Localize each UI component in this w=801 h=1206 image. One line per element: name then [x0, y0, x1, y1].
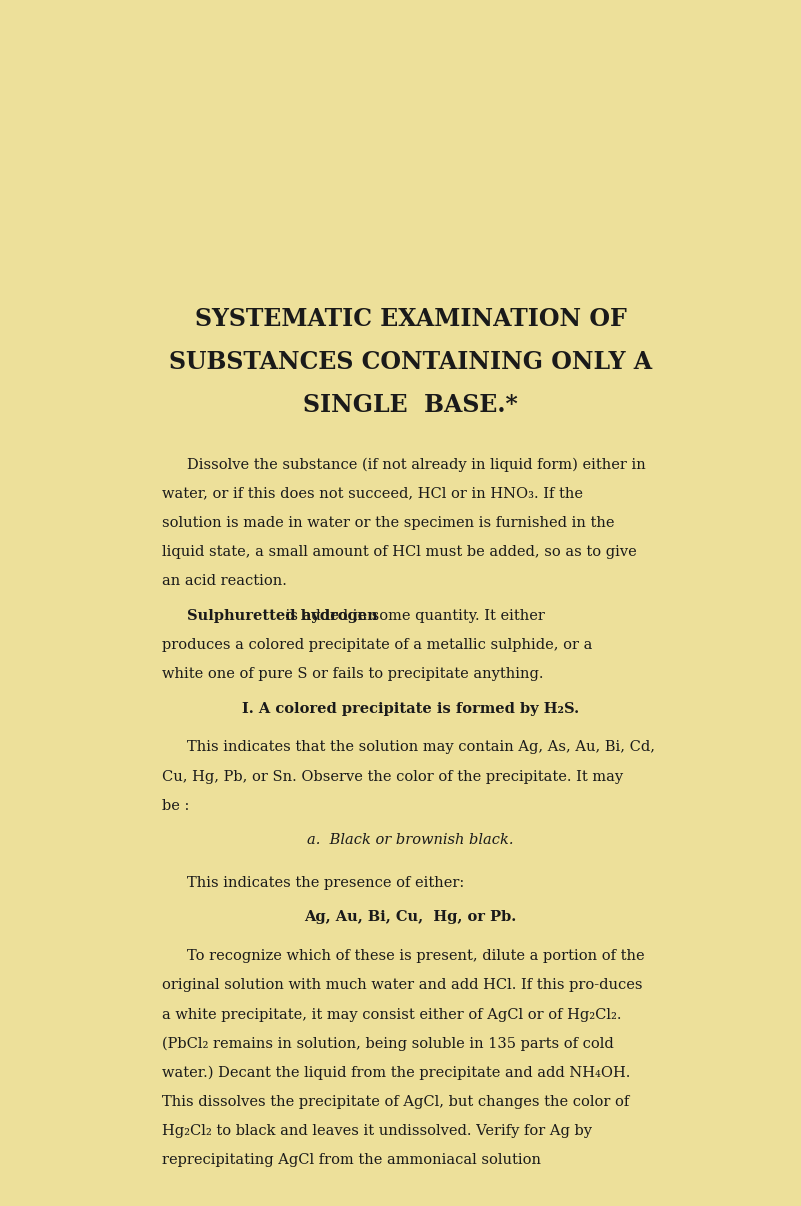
Text: Dissolve the substance (if not already in liquid form) either in: Dissolve the substance (if not already i…	[187, 457, 646, 472]
Text: SINGLE  BASE.*: SINGLE BASE.*	[303, 393, 518, 417]
Text: Cu, Hg, Pb, or Sn. Observe the color of the precipitate. It may: Cu, Hg, Pb, or Sn. Observe the color of …	[162, 769, 623, 784]
Text: This indicates the presence of either:: This indicates the presence of either:	[187, 876, 465, 890]
Text: an acid reaction.: an acid reaction.	[162, 574, 287, 589]
Text: solution is made in water or the specimen is furnished in the: solution is made in water or the specime…	[162, 516, 614, 529]
Text: This indicates that the solution may contain Ag, As, Au, Bi, Cd,: This indicates that the solution may con…	[187, 740, 655, 755]
Text: a.  Black or brownish black.: a. Black or brownish black.	[308, 833, 513, 848]
Text: produces a colored precipitate of a metallic sulphide, or a: produces a colored precipitate of a meta…	[162, 638, 593, 652]
Text: I. A colored precipitate is formed by H₂S.: I. A colored precipitate is formed by H₂…	[242, 702, 579, 715]
Text: a white precipitate, it may consist either of AgCl or of Hg₂Cl₂.: a white precipitate, it may consist eith…	[162, 1007, 622, 1021]
Text: liquid state, a small amount of HCl must be added, so as to give: liquid state, a small amount of HCl must…	[162, 545, 637, 560]
Text: SUBSTANCES CONTAINING ONLY A: SUBSTANCES CONTAINING ONLY A	[169, 350, 652, 374]
Text: original solution with much water and add HCl. If this pro-duces: original solution with much water and ad…	[162, 978, 642, 993]
Text: Hg₂Cl₂ to black and leaves it undissolved. Verify for Ag by: Hg₂Cl₂ to black and leaves it undissolve…	[162, 1124, 592, 1138]
Text: SYSTEMATIC EXAMINATION OF: SYSTEMATIC EXAMINATION OF	[195, 308, 626, 332]
Text: be :: be :	[162, 798, 190, 813]
Text: This dissolves the precipitate of AgCl, but changes the color of: This dissolves the precipitate of AgCl, …	[162, 1095, 630, 1110]
Text: water, or if this does not succeed, HCl or in HNO₃. If the: water, or if this does not succeed, HCl …	[162, 487, 583, 500]
Text: is added in some quantity. It either: is added in some quantity. It either	[281, 609, 545, 622]
Text: reprecipitating AgCl from the ammoniacal solution: reprecipitating AgCl from the ammoniacal…	[162, 1153, 541, 1167]
Text: white one of pure S or fails to precipitate anything.: white one of pure S or fails to precipit…	[162, 667, 544, 681]
Text: (PbCl₂ remains in solution, being soluble in 135 parts of cold: (PbCl₂ remains in solution, being solubl…	[162, 1037, 614, 1052]
Text: Ag, Au, Bi, Cu,  Hg, or Pb.: Ag, Au, Bi, Cu, Hg, or Pb.	[304, 911, 517, 925]
Text: Sulphuretted hydrogen: Sulphuretted hydrogen	[187, 609, 378, 622]
Text: water.) Decant the liquid from the precipitate and add NH₄OH.: water.) Decant the liquid from the preci…	[162, 1066, 630, 1081]
Text: To recognize which of these is present, dilute a portion of the: To recognize which of these is present, …	[187, 949, 645, 964]
